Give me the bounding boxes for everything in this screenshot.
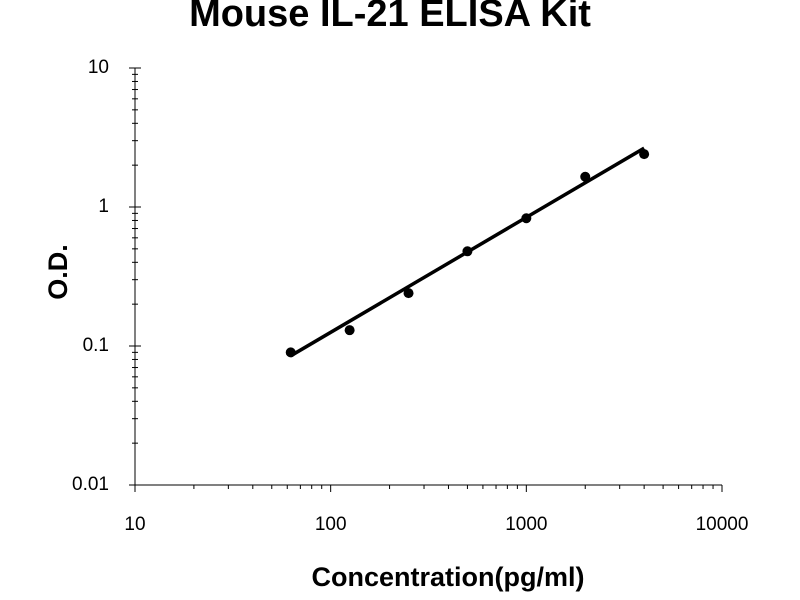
y-tick-label: 10 — [88, 57, 109, 78]
x-tick-label: 100 — [315, 514, 347, 535]
data-point — [580, 171, 591, 182]
y-tick-label: 0.1 — [83, 335, 109, 356]
data-point — [639, 149, 650, 160]
data-point — [285, 347, 296, 358]
y-tick-label: 0.01 — [72, 474, 109, 495]
y-tick-label: 1 — [98, 196, 109, 217]
data-point — [403, 288, 414, 299]
x-tick-label: 10000 — [696, 514, 749, 535]
x-tick-label: 10 — [124, 514, 145, 535]
x-tick-label: 1000 — [505, 514, 547, 535]
chart-title: Mouse IL-21 ELISA Kit — [189, 0, 591, 35]
data-point — [462, 246, 473, 257]
y-axis-label: O.D. — [43, 244, 73, 300]
x-axis-label: Concentration(pg/ml) — [312, 562, 585, 592]
data-point — [344, 325, 355, 336]
data-point — [521, 213, 532, 224]
